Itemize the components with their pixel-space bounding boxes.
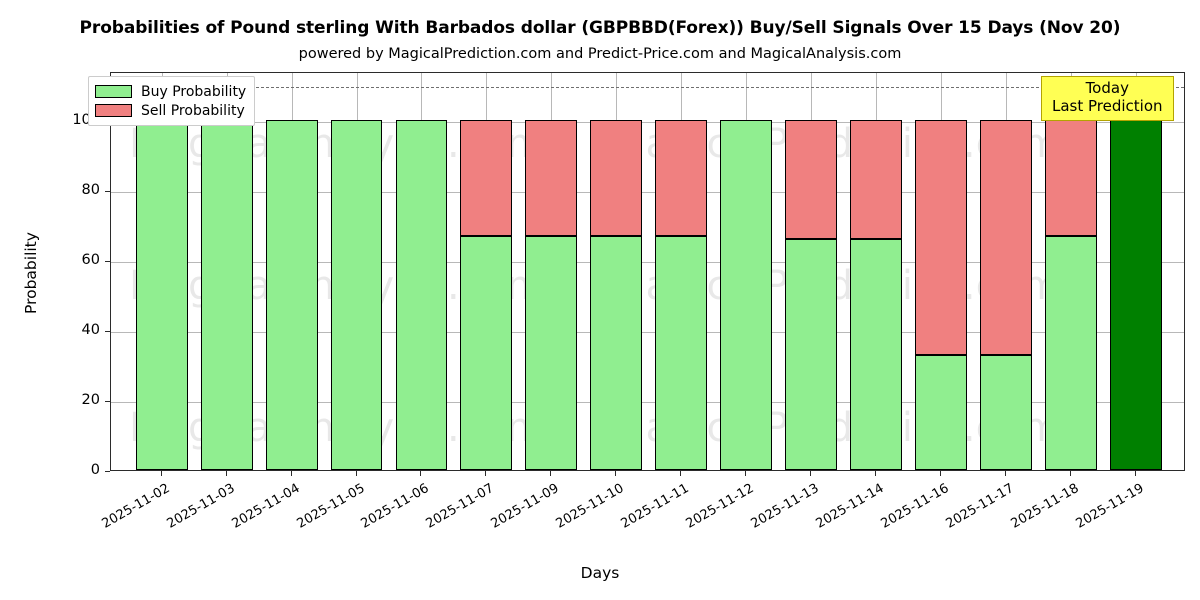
y-axis-tick-label: 0 bbox=[90, 462, 100, 478]
bar-segment-today bbox=[1110, 120, 1162, 470]
bar-2025-11-17[interactable] bbox=[980, 73, 1033, 470]
bar-segment-buy bbox=[785, 239, 838, 470]
bar-2025-11-09[interactable] bbox=[525, 73, 578, 470]
bar-segment-buy bbox=[1045, 235, 1097, 470]
today-annotation-line1: Today bbox=[1085, 79, 1129, 97]
bar-segment-buy bbox=[460, 235, 513, 470]
bar-segment-sell bbox=[525, 120, 578, 236]
bar-2025-11-03[interactable] bbox=[200, 73, 253, 470]
legend-item-sell[interactable]: Sell Probability bbox=[95, 101, 246, 120]
y-axis-tick-label: 20 bbox=[81, 392, 100, 408]
bar-2025-11-11[interactable] bbox=[655, 73, 708, 470]
bar-2025-11-13[interactable] bbox=[785, 73, 838, 470]
bar-segment-sell bbox=[915, 120, 968, 355]
x-axis-tick-mark bbox=[225, 471, 227, 476]
legend-item-buy[interactable]: Buy Probability bbox=[95, 82, 246, 101]
chart-subtitle: powered by MagicalPrediction.com and Pre… bbox=[298, 46, 902, 62]
x-axis-tick-mark bbox=[1134, 471, 1136, 476]
bar-segment-sell bbox=[785, 120, 838, 239]
today-annotation-line2: Last Prediction bbox=[1052, 96, 1163, 115]
y-axis-tick-label: 40 bbox=[81, 322, 100, 338]
x-axis-tick-mark bbox=[420, 471, 422, 476]
bar-segment-sell bbox=[655, 120, 708, 236]
x-axis-tick-mark bbox=[290, 471, 292, 476]
chart-legend[interactable]: Buy Probability Sell Probability bbox=[88, 76, 256, 126]
today-annotation: Today Last Prediction bbox=[1041, 76, 1174, 122]
gridline-horizontal bbox=[111, 262, 1184, 263]
page-title: Probabilities of Pound sterling With Bar… bbox=[79, 18, 1121, 38]
bar-2025-11-16[interactable] bbox=[915, 73, 968, 470]
bar-segment-buy bbox=[395, 120, 448, 470]
y-axis-tick-mark bbox=[105, 261, 110, 262]
x-axis-tick-mark bbox=[1005, 471, 1007, 476]
y-axis-tick-mark bbox=[105, 191, 110, 192]
bar-segment-buy bbox=[200, 120, 253, 470]
bar-segment-sell bbox=[590, 120, 643, 236]
y-axis-tick-mark bbox=[105, 401, 110, 402]
x-axis-tick-mark bbox=[1070, 471, 1072, 476]
x-axis-tick-mark bbox=[355, 471, 357, 476]
gridline-horizontal bbox=[111, 402, 1184, 403]
bar-segment-sell bbox=[980, 120, 1033, 355]
bar-2025-11-19[interactable] bbox=[1110, 73, 1162, 470]
bar-2025-11-05[interactable] bbox=[330, 73, 383, 470]
bar-2025-11-04[interactable] bbox=[265, 73, 318, 470]
bar-2025-11-06[interactable] bbox=[395, 73, 448, 470]
legend-swatch-icon bbox=[95, 104, 132, 117]
y-axis-tick-mark bbox=[105, 331, 110, 332]
bar-segment-buy bbox=[525, 235, 578, 470]
bar-segment-buy bbox=[265, 120, 318, 470]
x-axis-tick-mark bbox=[745, 471, 747, 476]
y-axis-label: Probability bbox=[22, 231, 40, 314]
bar-segment-buy bbox=[590, 235, 643, 470]
bar-segment-sell bbox=[1045, 120, 1097, 236]
x-axis-tick-mark bbox=[940, 471, 942, 476]
bar-segment-sell bbox=[460, 120, 513, 236]
legend-swatch-icon bbox=[95, 85, 132, 98]
bar-segment-buy bbox=[850, 239, 903, 470]
gridline-horizontal bbox=[111, 332, 1184, 333]
x-axis-tick-mark bbox=[810, 471, 812, 476]
bar-segment-buy bbox=[720, 120, 773, 470]
bar-segment-buy bbox=[915, 354, 968, 470]
gridline-horizontal bbox=[111, 192, 1184, 193]
x-axis-tick-mark bbox=[550, 471, 552, 476]
bar-segment-sell bbox=[850, 120, 903, 239]
bar-2025-11-02[interactable] bbox=[135, 73, 188, 470]
x-axis-tick-mark bbox=[485, 471, 487, 476]
bar-segment-buy bbox=[655, 235, 708, 470]
x-axis-label: Days bbox=[580, 564, 620, 582]
bar-2025-11-07[interactable] bbox=[460, 73, 513, 470]
x-axis-tick-mark bbox=[615, 471, 617, 476]
y-axis-tick-label: 60 bbox=[81, 252, 100, 268]
bar-segment-buy bbox=[330, 120, 383, 470]
y-axis-tick-mark bbox=[105, 471, 110, 472]
bar-2025-11-10[interactable] bbox=[590, 73, 643, 470]
legend-item-label: Sell Probability bbox=[141, 102, 245, 119]
bar-segment-buy bbox=[980, 354, 1033, 470]
x-axis-tick-mark bbox=[875, 471, 877, 476]
y-axis-tick-label: 80 bbox=[81, 182, 100, 198]
legend-item-label: Buy Probability bbox=[141, 83, 247, 100]
x-axis-tick-mark bbox=[680, 471, 682, 476]
bar-segment-buy bbox=[135, 120, 188, 470]
x-axis-tick-mark bbox=[160, 471, 162, 476]
gridline-horizontal bbox=[111, 122, 1184, 123]
bar-2025-11-18[interactable] bbox=[1045, 73, 1097, 470]
threshold-dashed-line bbox=[111, 87, 1184, 88]
bar-2025-11-14[interactable] bbox=[850, 73, 903, 470]
bar-2025-11-12[interactable] bbox=[720, 73, 773, 470]
plot-area: MagicalAnalysis.comMagicalPrediction.com… bbox=[110, 72, 1185, 471]
